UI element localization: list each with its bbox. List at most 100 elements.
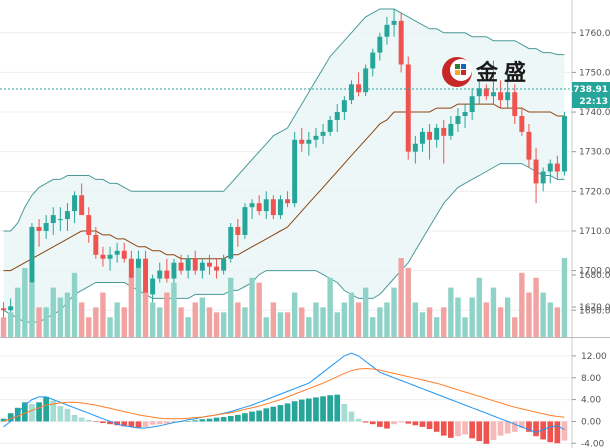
macd-histogram-bar (455, 421, 461, 437)
candle-body (192, 258, 198, 271)
candle-body (150, 278, 156, 295)
volume-bar (462, 317, 468, 337)
macd-histogram-bar (135, 421, 142, 428)
macd-histogram-bar (440, 421, 447, 436)
volume-bar (50, 287, 56, 337)
volume-bar (327, 277, 333, 337)
macd-histogram-bar (405, 421, 412, 424)
volume-bar (448, 287, 454, 337)
volume-bar (22, 267, 28, 337)
candle-body (43, 223, 49, 231)
macd-tick-label: 12.00 (581, 352, 607, 362)
macd-histogram-bar (242, 413, 248, 422)
candle-body (419, 131, 425, 144)
macd-histogram-bar (149, 421, 156, 425)
candle-body (320, 131, 326, 136)
macd-histogram-bar (121, 421, 128, 427)
volume-bar (235, 302, 241, 337)
price-tag-countdown: 22:13 (579, 97, 608, 107)
candle-body (498, 92, 504, 101)
macd-histogram-bar (334, 394, 341, 422)
macd-histogram-bar (540, 421, 546, 440)
macd-histogram-bar (235, 414, 241, 422)
candle-body (434, 127, 440, 140)
volume-bar (15, 287, 21, 337)
candle-body (199, 262, 205, 271)
volume-bar (519, 272, 525, 337)
logo-text: 金盛 (475, 60, 532, 86)
candle-body (547, 163, 553, 172)
volume-bar (242, 307, 248, 337)
macd-tick-label: 8.00 (581, 374, 601, 384)
candle-body (348, 84, 354, 101)
volume-bar (533, 277, 539, 337)
macd-histogram-bar (171, 421, 177, 423)
price-tick-label: 1730.00 (579, 148, 610, 158)
macd-histogram-bar (0, 418, 7, 422)
macd-histogram-bar (206, 418, 213, 422)
macd-tick-label: 0.00 (581, 417, 601, 427)
macd-histogram-bar (7, 413, 14, 422)
macd-histogram-bar (277, 405, 284, 422)
candle-body (299, 139, 305, 144)
macd-histogram-bar (306, 398, 312, 422)
macd-histogram-bar (320, 396, 326, 422)
price-tick-label: 1750.00 (579, 68, 610, 78)
candle-body (114, 250, 120, 255)
candle-body (157, 270, 163, 279)
candle-body (285, 199, 291, 204)
macd-histogram-bar (107, 421, 113, 425)
candle-body (72, 195, 78, 212)
macd-histogram-bar (533, 421, 539, 437)
candle-body (427, 131, 433, 140)
macd-histogram-bar (526, 421, 532, 432)
volume-bar (554, 307, 561, 337)
macd-histogram-bar (511, 421, 518, 432)
candle-body (398, 20, 404, 65)
candle-body (256, 203, 262, 212)
macd-histogram-bar (93, 421, 99, 422)
macd-histogram-bar (483, 421, 490, 444)
candle-body (143, 258, 149, 295)
volume-bar (270, 302, 277, 337)
macd-histogram-bar (476, 421, 483, 442)
jinsheng-logo-icon (442, 57, 472, 87)
macd-histogram-bar (192, 420, 199, 422)
volume-bar (78, 302, 85, 337)
candle-body (313, 135, 319, 140)
volume-bar (64, 292, 71, 337)
macd-histogram-bar (426, 421, 433, 430)
volume-bar (199, 297, 206, 337)
candle-body (512, 92, 518, 116)
candle-body (29, 227, 35, 283)
candle-body (8, 306, 14, 311)
candle-body (242, 207, 248, 235)
macd-histogram-bar (547, 421, 554, 443)
volume-bar (355, 302, 362, 337)
candle-body (228, 227, 234, 259)
macd-histogram-bar (249, 411, 255, 422)
macd-histogram-bar (561, 421, 568, 441)
volume-bar (0, 317, 7, 337)
y-axis-ticks[interactable]: 1690.00 1700.00 1710.00 1720.00 1730.00 1740.… (572, 29, 610, 448)
candle-body (214, 266, 220, 271)
macd-histogram-bar (291, 401, 298, 422)
macd-histogram-bar (419, 421, 426, 427)
candle-body (356, 84, 362, 93)
macd-histogram-bar (185, 421, 191, 422)
candle-body (36, 227, 42, 231)
macd-histogram-bar (43, 396, 49, 422)
macd-histogram-bar (71, 414, 78, 422)
jinsheng-logo: 金盛 (442, 57, 532, 87)
volume-bar (164, 292, 170, 337)
price-tick-label: 1740.00 (579, 108, 610, 118)
macd-panel (0, 352, 568, 444)
candle-body (178, 262, 184, 271)
volume-bar (206, 307, 213, 337)
macd-histogram-bar (341, 403, 348, 422)
candle-body (235, 227, 241, 235)
candle-body (164, 270, 170, 279)
macd-histogram-bar (348, 411, 355, 422)
band-fill (3, 8, 565, 323)
candle-body (1, 308, 7, 311)
